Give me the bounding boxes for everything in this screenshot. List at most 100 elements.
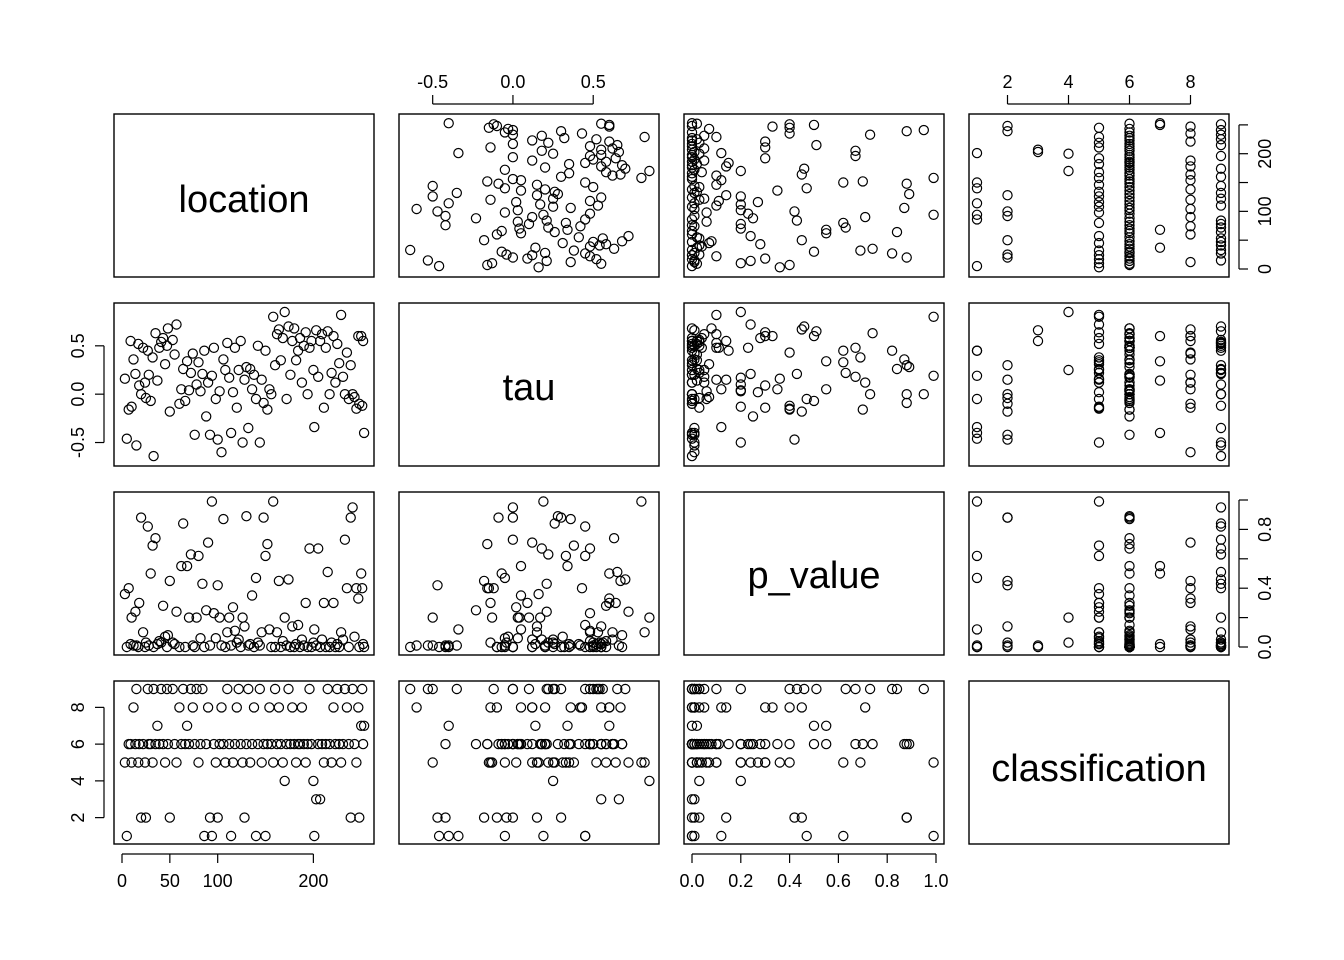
data-point — [273, 702, 285, 713]
data-point — [543, 222, 554, 233]
data-point — [1185, 324, 1196, 335]
data-point — [531, 812, 543, 823]
data-point — [721, 374, 732, 385]
panel-p_value-vs-classification — [968, 491, 1230, 656]
data-point — [351, 757, 362, 768]
data-point — [290, 757, 302, 768]
data-point — [784, 119, 795, 130]
data-point — [357, 400, 368, 411]
data-point — [123, 404, 134, 415]
data-point — [686, 184, 698, 195]
data-point — [689, 422, 700, 434]
data-point — [821, 384, 832, 395]
tick-label: -0.5 — [417, 72, 448, 92]
data-point — [283, 574, 294, 585]
data-point — [735, 199, 747, 210]
data-point — [250, 830, 262, 842]
data-point — [745, 757, 756, 768]
data-point — [696, 166, 708, 178]
data-point — [838, 217, 849, 229]
data-point — [1093, 355, 1105, 366]
data-point — [405, 244, 416, 256]
data-point — [229, 625, 241, 637]
panel-tau-vs-p_value — [683, 302, 945, 467]
data-point — [821, 224, 832, 235]
tick-label: 0.8 — [1255, 517, 1275, 542]
data-point — [789, 812, 800, 823]
data-point — [1215, 440, 1227, 451]
data-point — [1185, 161, 1196, 172]
data-point — [971, 183, 983, 194]
data-point — [686, 168, 698, 179]
data-point — [1124, 168, 1135, 179]
data-point — [580, 830, 591, 842]
data-point — [176, 384, 187, 395]
data-point — [277, 332, 288, 344]
data-point — [801, 183, 812, 194]
data-point — [752, 387, 764, 398]
data-point — [1215, 612, 1227, 623]
data-point — [1215, 422, 1227, 434]
data-point — [337, 634, 349, 645]
data-point — [530, 720, 541, 732]
data-point — [899, 354, 910, 365]
data-point — [273, 575, 285, 587]
data-point — [597, 233, 609, 244]
data-point — [499, 127, 511, 138]
panel-p_value-vs-tau — [398, 491, 660, 656]
data-point — [318, 597, 330, 609]
data-point — [1032, 641, 1044, 653]
data-point — [515, 228, 527, 239]
data-point — [928, 311, 939, 322]
data-point — [1124, 411, 1135, 422]
data-point — [686, 132, 698, 144]
data-point — [721, 189, 732, 201]
data-point — [316, 738, 328, 750]
data-point — [281, 393, 292, 405]
data-point — [128, 640, 139, 651]
data-point — [322, 326, 333, 337]
data-point — [241, 738, 252, 750]
data-point — [560, 217, 572, 229]
data-point — [1093, 153, 1105, 164]
data-point — [191, 379, 202, 390]
data-point — [1215, 119, 1227, 130]
data-point — [644, 612, 655, 623]
data-point — [821, 738, 832, 750]
data-point — [616, 630, 628, 641]
data-point — [735, 372, 747, 383]
data-point — [971, 572, 983, 584]
data-point — [588, 154, 599, 165]
data-point — [187, 348, 198, 359]
data-point — [499, 757, 511, 768]
data-point — [1185, 128, 1196, 139]
data-point — [747, 411, 759, 422]
data-point — [353, 593, 364, 604]
data-point — [354, 398, 365, 409]
data-point — [422, 640, 434, 651]
points-p_value-vs-classification — [971, 496, 1227, 653]
data-point — [735, 386, 747, 397]
data-point — [971, 177, 983, 188]
data-point — [735, 401, 747, 412]
data-point — [427, 612, 438, 623]
data-point — [580, 177, 591, 188]
data-point — [341, 583, 353, 594]
data-point — [220, 757, 231, 768]
data-point — [250, 572, 262, 584]
data-point — [233, 683, 244, 695]
data-point — [507, 683, 519, 695]
data-point — [686, 702, 698, 713]
data-point — [686, 369, 698, 380]
data-point — [1185, 575, 1196, 587]
data-point — [1215, 549, 1227, 560]
data-point — [971, 624, 983, 635]
data-point — [539, 247, 551, 259]
data-point — [1215, 326, 1227, 337]
data-point — [1093, 262, 1105, 273]
data-point — [1215, 150, 1227, 162]
points-classification-vs-tau — [405, 683, 655, 842]
data-point — [159, 757, 171, 768]
data-point — [235, 335, 246, 347]
data-point — [1093, 437, 1105, 448]
